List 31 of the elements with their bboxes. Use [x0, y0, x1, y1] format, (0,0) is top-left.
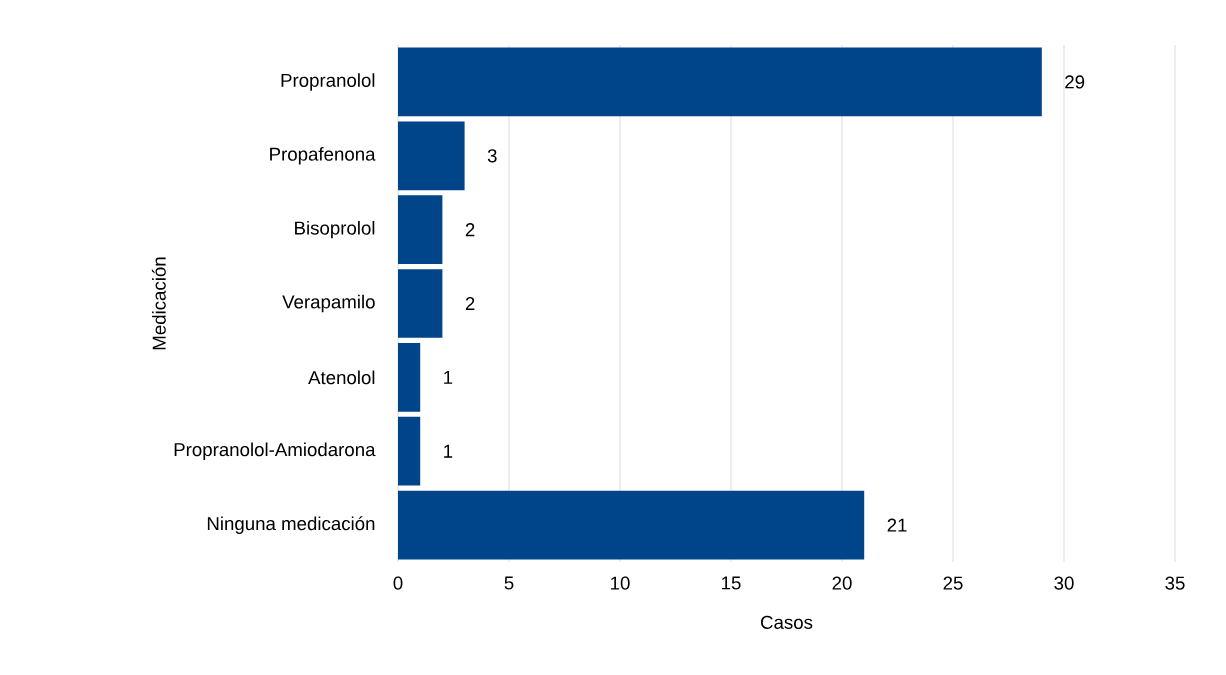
data-label: 2 — [465, 296, 475, 311]
x-tick-label: 25 — [943, 576, 963, 590]
y-tick-label: Propafenona — [270, 147, 376, 165]
bar — [398, 343, 421, 412]
y-tick-label: Propranolol-Amiodarona — [174, 442, 376, 460]
y-tick-label: Propranolol — [281, 73, 375, 91]
data-label: 29 — [1065, 75, 1085, 89]
x-tick-label: 15 — [722, 576, 741, 590]
data-label: 1 — [444, 444, 453, 458]
data-label: 2 — [465, 223, 475, 237]
x-tick-label: 5 — [504, 576, 514, 590]
y-axis-title: Medicación — [151, 257, 166, 350]
data-label: 3 — [487, 149, 497, 163]
x-tick-label: 20 — [832, 576, 852, 590]
x-tick-label: 35 — [1165, 576, 1185, 590]
x-tick-label: 30 — [1054, 576, 1074, 590]
bar — [398, 490, 865, 560]
x-tick-label: 10 — [611, 576, 630, 590]
x-axis-title: Casos — [760, 615, 813, 629]
y-tick-label: Verapamilo — [282, 294, 375, 313]
data-label: 21 — [887, 518, 907, 532]
bar — [398, 269, 443, 338]
bar — [398, 416, 421, 486]
bar — [398, 47, 1042, 117]
data-label: 1 — [444, 370, 453, 384]
y-tick-label: Bisoprolol — [295, 220, 375, 239]
bar — [398, 195, 443, 264]
y-tick-label: Ninguna medicación — [207, 516, 375, 534]
y-tick-label: Atenolol — [308, 370, 375, 385]
x-tick-label: 0 — [393, 576, 403, 590]
bar — [398, 121, 465, 191]
